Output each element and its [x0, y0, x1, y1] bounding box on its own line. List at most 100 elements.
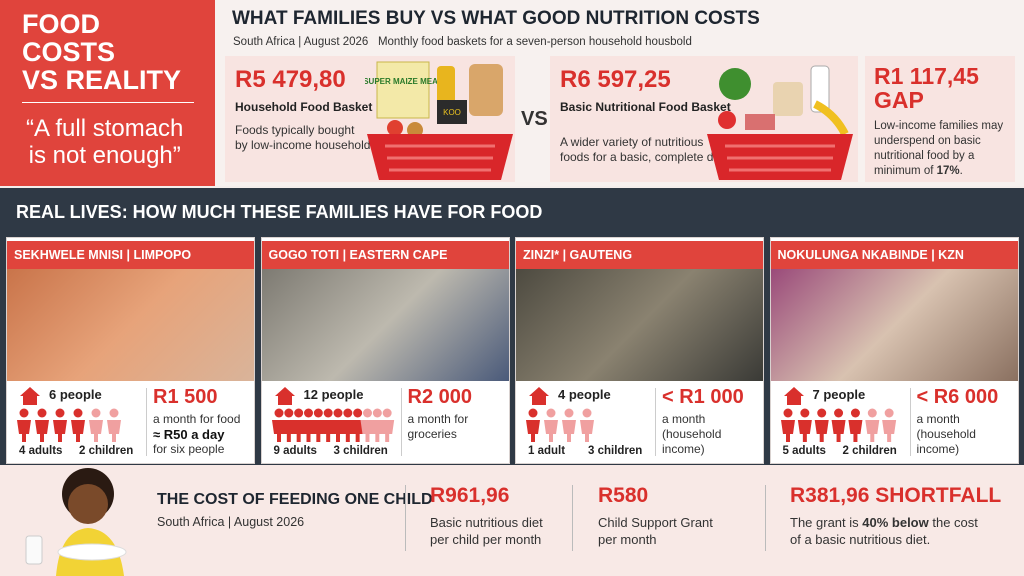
greens — [719, 68, 751, 100]
description-line: minimum of 17%. — [874, 164, 1003, 179]
child-image — [25, 468, 127, 576]
person-body — [53, 420, 67, 442]
person-head — [303, 408, 313, 418]
oil-bottle — [437, 66, 455, 110]
header-title: WHAT FAMILIES BUY VS WHAT GOOD NUTRITION… — [232, 8, 760, 29]
child-cost-title: THE COST OF FEEDING ONE CHILD — [157, 491, 433, 508]
family-amount: < R1 000 — [662, 386, 744, 408]
divider — [655, 388, 656, 456]
house-icon — [20, 387, 40, 405]
person-head — [867, 408, 877, 418]
person-head — [582, 408, 592, 418]
child-icon — [562, 408, 576, 442]
child-icon — [864, 408, 879, 442]
header-subtitle: South Africa | August 2026 Monthly food … — [233, 36, 692, 48]
tomato — [718, 111, 736, 129]
gap-amount: R1 117,45 — [874, 63, 979, 89]
adult-icon — [271, 408, 286, 442]
cost-line: per month — [598, 532, 657, 547]
location-date: South Africa | August 2026 — [233, 36, 369, 48]
basket-card: R5 479,80 Household Food Basket Foods ty… — [225, 56, 515, 182]
cost-item: R580 Child Support Grant per month — [598, 484, 713, 548]
house-shape — [274, 387, 295, 405]
adult-icon — [526, 408, 540, 442]
shortfall-line: The grant is 40% below the cost — [790, 514, 1001, 531]
child-icon — [379, 408, 394, 442]
adults-label: 9 adults — [273, 445, 317, 457]
person-head — [362, 408, 372, 418]
family-card: GOGO TOTI | EASTERN CAPE 12 people 9 adult… — [260, 237, 510, 464]
adult-icon — [320, 408, 335, 442]
family-amount: R2 000 — [407, 386, 473, 408]
family-photo — [770, 269, 1018, 381]
basket-price: R6 597,25 — [560, 66, 671, 93]
quote-line: “A full stomach — [26, 115, 184, 142]
children-label: 3 children — [333, 445, 388, 457]
adult-icon — [831, 408, 846, 442]
basket-description: A wider variety of nutritious foods for a… — [560, 135, 726, 165]
family-name: GOGO TOTI | EASTERN CAPE — [261, 241, 509, 269]
person-body — [281, 420, 296, 442]
people-icons — [780, 408, 896, 442]
adult-icon — [780, 408, 795, 442]
basket-image: SUPER MAIZE MEAL KOO — [365, 61, 513, 180]
adult-icon — [350, 408, 365, 442]
hero-panel: FOOD COSTS VS REALITY “A full stomach is… — [0, 0, 215, 186]
amount-line: a month — [916, 412, 960, 426]
person-body — [340, 420, 355, 442]
person-head — [283, 408, 293, 418]
description-line: Low-income families may — [874, 120, 1004, 132]
house-shape — [783, 387, 804, 405]
person-head — [884, 408, 894, 418]
family-name: ZINZI* | GAUTENG — [516, 241, 763, 269]
tin — [437, 100, 467, 124]
person-head — [37, 408, 47, 418]
amount-line: (household income) — [916, 427, 976, 456]
adult-icon — [797, 408, 812, 442]
person-body — [881, 420, 896, 442]
adult-icon — [310, 408, 325, 442]
adult-icon — [53, 408, 67, 442]
description-line: Foods typically bought — [235, 123, 355, 137]
person-body — [89, 420, 103, 442]
person-body — [301, 420, 315, 442]
person-head — [313, 408, 323, 418]
gap-heading: R1 117,45 GAP — [874, 64, 979, 112]
people-count: 6 people — [49, 387, 102, 402]
people-count: 4 people — [558, 387, 611, 402]
description-line: A wider variety of nutritious — [560, 135, 704, 149]
family-card: ZINZI* | GAUTENG 4 people 1 adult 3 childre… — [515, 237, 764, 464]
milk-glass — [25, 535, 43, 565]
hero-title-line: COSTS — [22, 37, 116, 67]
person-body — [291, 420, 306, 442]
adult-icon — [301, 408, 315, 442]
child-icon — [580, 408, 594, 442]
quote-line: is not enough” — [28, 142, 181, 169]
people-count: 7 people — [812, 387, 866, 402]
person-head — [333, 408, 342, 418]
child-icon — [360, 408, 374, 442]
banana — [813, 100, 849, 136]
divider — [146, 388, 147, 456]
person-head — [372, 408, 382, 418]
divider — [22, 102, 194, 103]
person-body — [369, 420, 384, 442]
child-cost-panel — [0, 465, 1024, 576]
person-body — [780, 420, 795, 442]
description-line: underspend on basic — [874, 135, 981, 147]
person-body — [71, 420, 85, 442]
gap-label: GAP — [874, 87, 924, 113]
family-name: SEKHWELE MNISI | LIMPOPO — [7, 241, 254, 269]
divider — [765, 485, 766, 551]
adults-label: 4 adults — [19, 445, 63, 457]
family-amount: < R6 000 — [916, 386, 999, 408]
person-head — [19, 408, 29, 418]
person-body — [320, 420, 335, 442]
text: minimum of — [874, 165, 937, 177]
house-icon — [274, 387, 295, 405]
person-body — [526, 420, 540, 442]
family-photo — [261, 269, 509, 381]
person-head — [323, 408, 333, 418]
person-body — [562, 420, 576, 442]
